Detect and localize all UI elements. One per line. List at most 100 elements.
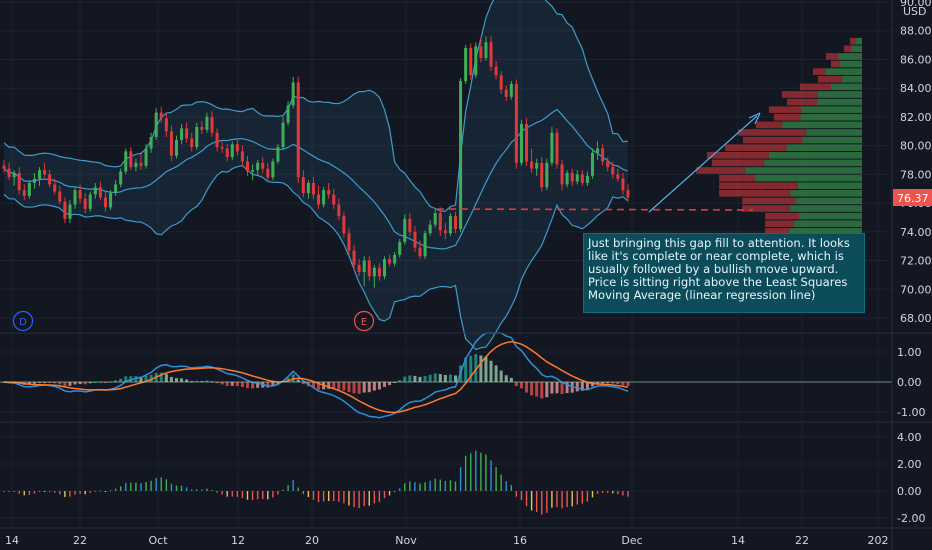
- candle-body[interactable]: [560, 164, 564, 185]
- candle-body[interactable]: [215, 132, 219, 148]
- candle-body[interactable]: [514, 83, 518, 163]
- candle-body[interactable]: [474, 46, 478, 76]
- candle-body[interactable]: [489, 42, 493, 67]
- candle-body[interactable]: [347, 233, 351, 251]
- candle-body[interactable]: [596, 148, 600, 153]
- candle-body[interactable]: [575, 174, 579, 182]
- candle-body[interactable]: [174, 139, 179, 156]
- candle-body[interactable]: [453, 216, 458, 229]
- candle-body[interactable]: [139, 162, 143, 166]
- candle-body[interactable]: [580, 174, 584, 183]
- time-axis[interactable]: 14 22 Oct 12 20 Nov 16 Dec 14 22 202: [5, 534, 889, 547]
- candle-body[interactable]: [433, 213, 437, 225]
- candle-body[interactable]: [443, 230, 447, 234]
- candle-body[interactable]: [611, 167, 615, 175]
- candle-body[interactable]: [195, 126, 199, 148]
- earnings-badge[interactable]: E: [353, 310, 375, 332]
- candle-body[interactable]: [590, 152, 595, 176]
- candle-body[interactable]: [103, 197, 107, 208]
- candle-body[interactable]: [119, 171, 123, 185]
- candle-body[interactable]: [530, 161, 534, 169]
- candle-body[interactable]: [393, 254, 397, 264]
- candle-body[interactable]: [606, 161, 610, 168]
- candle-body[interactable]: [27, 182, 31, 196]
- candle-body[interactable]: [423, 233, 427, 257]
- oscillator-pane[interactable]: [3, 450, 629, 515]
- candle-body[interactable]: [93, 187, 97, 195]
- candle-body[interactable]: [585, 175, 589, 183]
- candle-body[interactable]: [144, 148, 148, 166]
- candle-body[interactable]: [484, 42, 488, 59]
- candle-body[interactable]: [114, 184, 118, 194]
- candle-body[interactable]: [32, 178, 36, 183]
- candle-body[interactable]: [464, 47, 468, 81]
- candle-body[interactable]: [53, 184, 57, 192]
- candle-body[interactable]: [291, 82, 295, 106]
- candle-body[interactable]: [570, 172, 574, 182]
- candle-body[interactable]: [230, 144, 234, 158]
- candle-body[interactable]: [301, 177, 305, 194]
- candle-body[interactable]: [88, 194, 92, 209]
- candle-body[interactable]: [180, 128, 184, 140]
- candle-body[interactable]: [266, 168, 270, 178]
- candle-body[interactable]: [408, 218, 412, 232]
- candle-body[interactable]: [73, 190, 77, 205]
- candle-body[interactable]: [210, 116, 214, 133]
- candle-body[interactable]: [271, 161, 275, 178]
- candle-body[interactable]: [362, 260, 366, 273]
- candle-body[interactable]: [154, 112, 158, 138]
- candle-body[interactable]: [540, 162, 544, 188]
- candle-body[interactable]: [251, 170, 255, 172]
- candle-body[interactable]: [276, 147, 280, 162]
- candle-body[interactable]: [403, 218, 407, 242]
- candle-body[interactable]: [626, 190, 630, 198]
- candle-body[interactable]: [601, 148, 605, 162]
- candle-body[interactable]: [22, 190, 26, 196]
- candle-body[interactable]: [83, 198, 87, 209]
- candle-body[interactable]: [388, 259, 392, 264]
- dividend-badge[interactable]: D: [12, 310, 34, 332]
- candle-body[interactable]: [342, 216, 346, 234]
- candle-body[interactable]: [565, 172, 569, 185]
- candle-body[interactable]: [469, 47, 473, 76]
- candle-body[interactable]: [306, 182, 310, 194]
- candle-body[interactable]: [311, 182, 315, 195]
- candle-body[interactable]: [504, 89, 508, 97]
- macd-pane[interactable]: [0, 332, 892, 419]
- candle-body[interactable]: [438, 213, 442, 231]
- candle-body[interactable]: [256, 162, 260, 171]
- candle-body[interactable]: [68, 204, 72, 219]
- candle-body[interactable]: [555, 132, 559, 165]
- candle-body[interactable]: [525, 124, 529, 162]
- candle-body[interactable]: [129, 151, 133, 168]
- candle-body[interactable]: [377, 267, 381, 277]
- candle-body[interactable]: [367, 260, 371, 277]
- candle-body[interactable]: [261, 162, 265, 169]
- candle-body[interactable]: [235, 144, 239, 152]
- candle-body[interactable]: [296, 82, 300, 178]
- candle-body[interactable]: [352, 250, 356, 265]
- candle-body[interactable]: [545, 162, 549, 188]
- candle-body[interactable]: [2, 165, 6, 169]
- candle-body[interactable]: [357, 264, 361, 273]
- candle-body[interactable]: [7, 168, 11, 178]
- candle-body[interactable]: [479, 46, 483, 59]
- candle-body[interactable]: [519, 124, 523, 163]
- candle-body[interactable]: [17, 172, 21, 191]
- candle-body[interactable]: [225, 148, 229, 158]
- candle-body[interactable]: [413, 231, 417, 248]
- candle-body[interactable]: [159, 112, 163, 119]
- macd-axis[interactable]: 1.00 0.00 -1.00: [897, 346, 925, 419]
- candle-body[interactable]: [58, 191, 62, 202]
- candle-body[interactable]: [109, 193, 113, 208]
- candle-body[interactable]: [190, 138, 194, 148]
- candle-body[interactable]: [63, 201, 67, 219]
- candle-body[interactable]: [332, 194, 336, 205]
- candle-body[interactable]: [245, 161, 250, 172]
- candle-body[interactable]: [418, 247, 422, 257]
- gap-support-line[interactable]: [436, 208, 754, 211]
- candle-body[interactable]: [494, 66, 498, 76]
- candle-body[interactable]: [322, 190, 326, 205]
- candle-body[interactable]: [327, 190, 331, 195]
- candle-body[interactable]: [205, 116, 209, 130]
